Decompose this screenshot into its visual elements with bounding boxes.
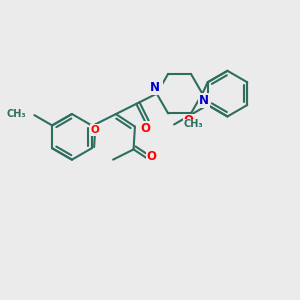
Text: O: O	[147, 150, 157, 163]
Text: O: O	[91, 125, 99, 135]
Text: N: N	[152, 81, 162, 94]
Text: O: O	[140, 122, 151, 135]
Text: CH₃: CH₃	[184, 119, 203, 130]
Text: CH₃: CH₃	[7, 109, 26, 119]
Text: N: N	[199, 94, 209, 106]
Text: O: O	[184, 114, 194, 128]
Text: N: N	[150, 81, 160, 94]
